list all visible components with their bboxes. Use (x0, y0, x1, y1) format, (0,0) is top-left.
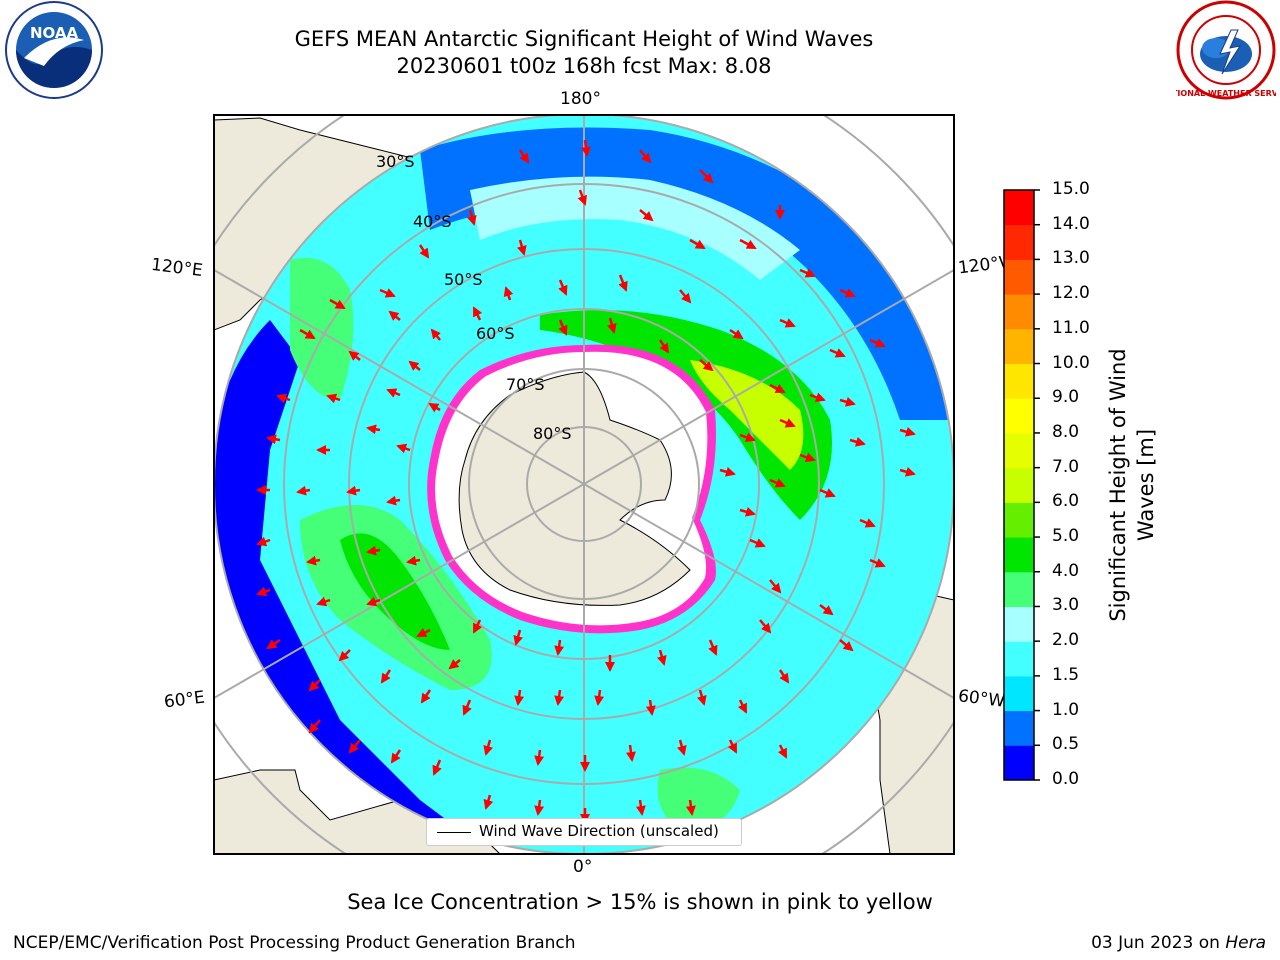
colorbar-tick-label: 6.0 (1052, 491, 1080, 512)
latitude-label-60s: 60°S (476, 324, 515, 343)
latitude-label-40s: 40°S (413, 212, 452, 231)
colorbar-segment (1004, 641, 1034, 677)
colorbar-tick-label: 7.0 (1052, 456, 1080, 477)
colorbar-tick-label: 15.0 (1052, 179, 1090, 199)
colorbar-tick-label: 5.0 (1052, 526, 1080, 547)
map-frame (213, 114, 955, 855)
sea-ice-note: Sea Ice Concentration > 15% is shown in … (347, 890, 933, 914)
latitude-label-50s: 50°S (444, 270, 483, 289)
footer-date-text: 03 Jun 2023 on (1091, 933, 1220, 953)
colorbar-tick-label: 4.0 (1052, 560, 1080, 581)
colorbar-segment (1004, 675, 1034, 712)
colorbar-tick-label: 14.0 (1052, 213, 1090, 234)
map-subtitle: 20230601 t00z 168h fcst Max: 8.08 (396, 54, 772, 78)
colorbar-segment (1004, 502, 1034, 538)
colorbar-tick-label: 8.0 (1052, 421, 1080, 442)
colorbar-segment (1004, 224, 1034, 260)
colorbar-tick-label: 0.5 (1052, 734, 1080, 755)
noaa-logo: NOAA (5, 1, 103, 99)
longitude-label-180: 180° (560, 89, 601, 109)
colorbar-segment (1004, 467, 1034, 503)
colorbar-tick-label: 9.0 (1052, 387, 1080, 408)
footer-host: Hera (1225, 933, 1266, 953)
noaa-logo-text: NOAA (30, 24, 79, 42)
colorbar-tick-label: 11.0 (1052, 317, 1090, 338)
latitude-label-80s: 80°S (533, 424, 572, 443)
colorbar-segment (1004, 432, 1034, 469)
colorbar-segment (1004, 710, 1034, 746)
light-band-upper (470, 176, 800, 280)
colorbar-segment (1004, 259, 1034, 295)
wind-wave-arrows (256, 139, 916, 824)
green-core-south-atlantic (340, 533, 450, 650)
colorbar (1003, 189, 1040, 781)
colorbar-tick-label: 1.0 (1052, 699, 1080, 720)
nws-logo-text: NATIONAL WEATHER SERVICE (1176, 89, 1276, 98)
high-wave-south-african (657, 767, 740, 830)
colorbar-border (1003, 189, 1035, 781)
colorbar-tick-label: 2.0 (1052, 630, 1080, 651)
colorbar-segment (1004, 537, 1034, 573)
colorbar-segment (1004, 363, 1034, 399)
map-legend: Wind Wave Direction (unscaled) (426, 818, 742, 846)
colorbar-title: Significant Height of Wind Waves [m] (1106, 348, 1158, 622)
colorbar-segment (1004, 294, 1034, 330)
colorbar-segment (1004, 571, 1034, 607)
colorbar-tick-label: 12.0 (1052, 283, 1090, 304)
latitude-label-70s: 70°S (506, 375, 545, 394)
map-title: GEFS MEAN Antarctic Significant Height o… (294, 27, 874, 51)
colorbar-segment (1004, 606, 1034, 642)
colorbar-tick-label: 1.5 (1052, 664, 1080, 685)
longitude-label-0: 0° (573, 857, 593, 877)
colorbar-tick-label: 13.0 (1052, 248, 1090, 269)
footer-date: 03 Jun 2023 on Hera (1091, 933, 1266, 953)
legend-label: Wind Wave Direction (unscaled) (479, 822, 719, 840)
legend-line-swatch (437, 832, 471, 833)
colorbar-tick-label: 0.0 (1052, 769, 1080, 789)
latitude-label-30s: 30°S (376, 152, 415, 171)
longitude-grid (214, 115, 954, 854)
colorbar-segment (1004, 328, 1034, 365)
colorbar-segment (1004, 190, 1034, 226)
colorbar-tick-label: 10.0 (1052, 352, 1090, 373)
high-wave-indian-west (290, 258, 354, 400)
colorbar-segment (1004, 398, 1034, 434)
peak-wave-region (690, 360, 804, 470)
footer-branch: NCEP/EMC/Verification Post Processing Pr… (13, 933, 576, 953)
colorbar-segment (1004, 745, 1034, 781)
nws-logo: NATIONAL WEATHER SERVICE (1176, 0, 1276, 100)
colorbar-tick-label: 3.0 (1052, 595, 1080, 616)
